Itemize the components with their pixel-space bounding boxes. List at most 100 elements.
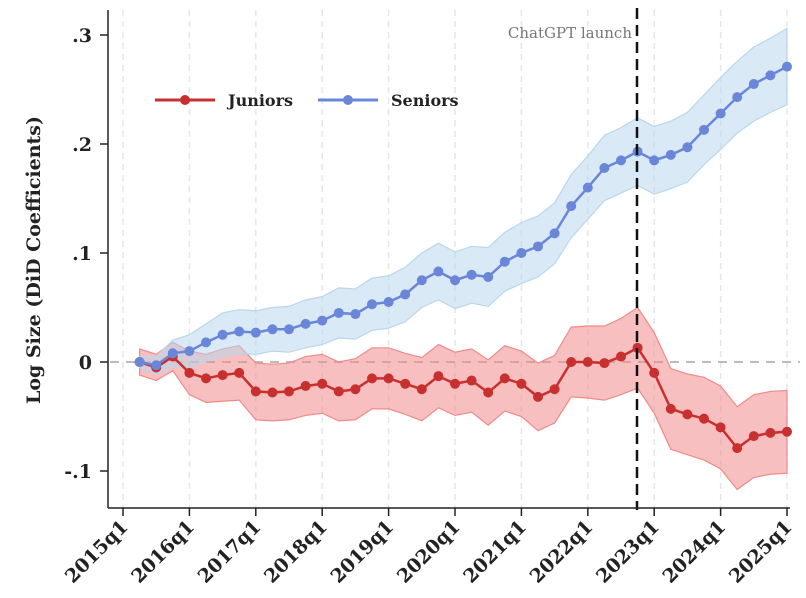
seniors-point-2015q4	[167, 348, 178, 359]
seniors-point-2015q3	[151, 360, 162, 371]
juniors-point-2019q1	[383, 373, 394, 384]
juniors-point-2021q4	[566, 357, 577, 367]
y-tick-label: .2	[72, 134, 92, 156]
juniors-point-2017q4	[300, 380, 311, 391]
seniors-point-2017q1	[250, 327, 261, 338]
seniors-point-2018q2	[333, 307, 344, 318]
seniors-line	[139, 65, 788, 367]
juniors-point-2018q2	[333, 386, 344, 397]
seniors-point-2022q1	[582, 182, 593, 193]
seniors-point-2018q4	[367, 299, 377, 310]
juniors-point-2020q2	[466, 375, 477, 386]
seniors-point-2019q1	[383, 297, 394, 308]
seniors-point-2017q3	[284, 324, 294, 335]
seniors-point-2023q2	[665, 149, 676, 160]
juniors-point-2021q2	[533, 391, 543, 402]
seniors-point-2022q3	[616, 155, 626, 166]
x-tick-label: 2018q1	[260, 516, 332, 588]
seniors-point-2024q3	[748, 79, 759, 90]
juniors-point-2022q1	[582, 357, 593, 367]
y-tick-label: .1	[72, 243, 92, 265]
legend: Juniors Seniors	[155, 91, 459, 110]
seniors-point-2016q2	[201, 337, 211, 348]
seniors-point-2018q1	[317, 315, 328, 326]
seniors-point-2024q1	[715, 108, 726, 119]
juniors-point-2022q4	[632, 342, 643, 353]
juniors-point-2019q4	[433, 371, 444, 382]
y-ticks: -.1 0 .1 .2 .3	[64, 25, 108, 483]
x-tick-label: 2017q1	[194, 516, 266, 588]
juniors-point-2022q3	[616, 351, 626, 362]
juniors-point-2021q1	[516, 378, 527, 389]
seniors-point-2021q1	[516, 248, 527, 258]
seniors-point-2018q3	[350, 309, 361, 320]
juniors-point-2023q1	[649, 367, 660, 378]
juniors-point-2020q3	[483, 387, 494, 398]
seniors-point-2019q3	[416, 275, 427, 286]
x-ticks: 2015q12016q12017q12018q12019q12020q12021…	[61, 508, 797, 588]
x-tick-label: 2025q1	[725, 516, 797, 588]
seniors-point-2015q2	[134, 357, 145, 367]
juniors-point-2024q2	[732, 443, 743, 454]
juniors-line	[139, 346, 788, 450]
juniors-point-2024q3	[748, 431, 759, 442]
seniors-point-2022q2	[599, 162, 610, 173]
seniors-point-2020q3	[483, 271, 494, 282]
seniors-point-2019q2	[400, 289, 411, 300]
y-tick-label: 0	[79, 352, 92, 374]
juniors-point-2016q1	[184, 367, 195, 378]
seniors-point-2017q4	[300, 318, 311, 329]
x-tick-label: 2019q1	[326, 516, 398, 588]
juniors-point-2019q2	[400, 378, 411, 389]
juniors-point-2021q3	[549, 384, 560, 395]
seniors-point-2024q2	[732, 92, 743, 103]
seniors-point-2024q4	[765, 70, 776, 81]
juniors-point-2018q1	[317, 378, 328, 389]
seniors-point-2020q2	[466, 269, 477, 280]
x-tick-label: 2024q1	[658, 516, 730, 588]
juniors-point-2020q4	[499, 373, 510, 384]
seniors-confidence-band	[139, 27, 788, 375]
x-tick-label: 2020q1	[393, 516, 465, 588]
seniors-point-2023q1	[649, 155, 660, 166]
seniors-point-2016q4	[234, 326, 245, 337]
seniors-point-2021q3	[549, 228, 560, 239]
juniors-point-2018q4	[367, 373, 377, 384]
juniors-point-2024q4	[765, 427, 776, 438]
legend-juniors-label: Juniors	[226, 91, 293, 110]
seniors-point-2019q4	[433, 266, 444, 277]
x-tick-label: 2015q1	[61, 516, 133, 588]
seniors-point-2021q4	[566, 201, 577, 212]
x-tick-label: 2016q1	[127, 516, 199, 588]
juniors-point-2019q3	[416, 384, 427, 395]
legend-seniors-marker	[343, 95, 353, 105]
juniors-point-2022q2	[599, 358, 610, 369]
juniors-point-2017q1	[250, 386, 261, 397]
seniors-point-2023q3	[682, 142, 693, 153]
seniors-point-2023q4	[699, 124, 709, 135]
seniors-point-2020q4	[499, 256, 510, 267]
x-tick-label: 2021q1	[459, 516, 531, 588]
seniors-point-2020q1	[450, 275, 460, 286]
juniors-point-2017q2	[267, 387, 278, 398]
legend-juniors-marker	[180, 95, 190, 105]
x-tick-label: 2023q1	[592, 516, 664, 588]
juniors-point-2023q4	[699, 413, 709, 424]
seniors-point-2025q1	[782, 61, 792, 72]
y-tick-label: .3	[72, 25, 92, 47]
y-tick-label: -.1	[64, 461, 92, 483]
juniors-point-2025q1	[782, 426, 792, 437]
y-axis-label: Log Size (DiD Coefficients)	[23, 116, 45, 404]
seniors-point-2016q3	[217, 329, 228, 340]
juniors-point-2018q3	[350, 384, 361, 395]
juniors-point-2016q2	[201, 373, 211, 384]
juniors-point-2020q1	[450, 378, 460, 389]
juniors-point-2023q2	[665, 403, 676, 414]
juniors-point-2023q3	[682, 409, 693, 420]
legend-seniors-label: Seniors	[391, 91, 459, 110]
juniors-point-2016q3	[217, 370, 228, 381]
juniors-point-2017q3	[284, 386, 294, 397]
chatgpt-launch-label: ChatGPT launch	[508, 24, 632, 42]
juniors-point-2024q1	[715, 422, 726, 433]
